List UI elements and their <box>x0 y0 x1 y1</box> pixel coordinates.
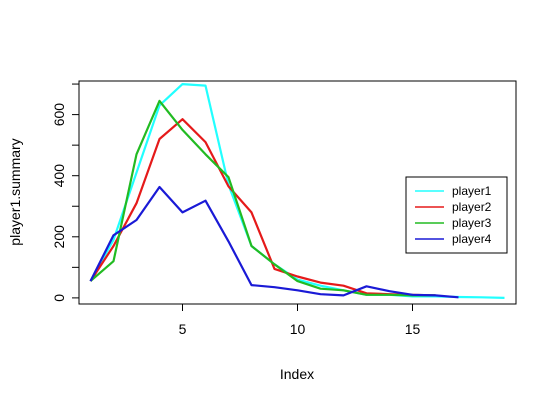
y-tick-label: 400 <box>51 164 67 188</box>
x-tick-label: 15 <box>405 321 421 337</box>
y-axis-label: player1.summary <box>7 138 23 245</box>
legend-label-player4: player4 <box>452 232 492 246</box>
y-tick-label: 200 <box>51 225 67 249</box>
legend: player1 player2 player3 player4 <box>405 176 508 254</box>
y-tick-label: 600 <box>51 103 67 127</box>
legend-label-player1: player1 <box>452 184 492 198</box>
x-tick-label: 5 <box>179 321 187 337</box>
y-tick-label: 0 <box>51 294 67 302</box>
series-line-player2 <box>89 118 436 297</box>
series-line-player4 <box>89 185 459 299</box>
x-axis-label: Index <box>280 366 314 382</box>
series-lines <box>89 82 505 299</box>
axes: 5 10 15 0 200 400 600 <box>51 83 421 337</box>
legend-box <box>405 176 508 254</box>
legend-label-player2: player2 <box>452 200 492 214</box>
series-line-player3 <box>89 99 436 297</box>
x-tick-label: 10 <box>290 321 306 337</box>
legend-label-player3: player3 <box>452 216 492 230</box>
